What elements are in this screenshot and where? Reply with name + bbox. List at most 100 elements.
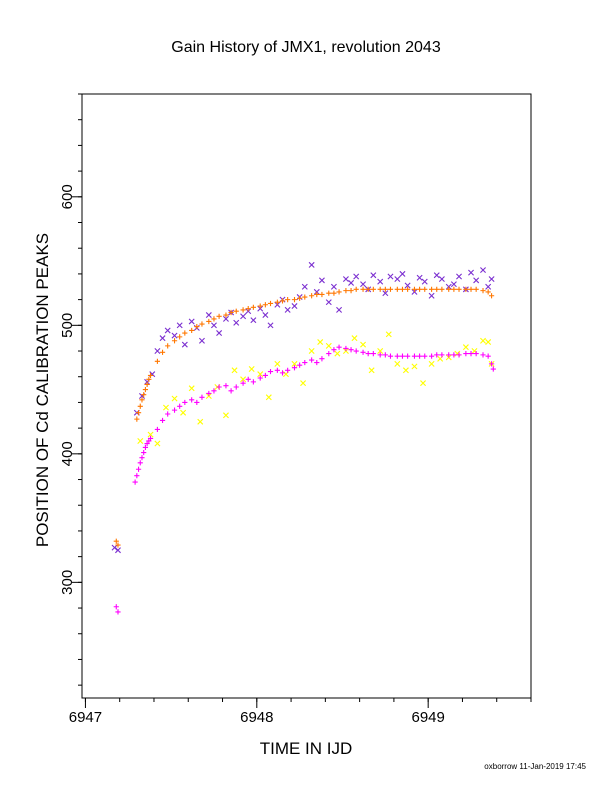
data-point — [113, 538, 119, 544]
data-point — [370, 286, 376, 292]
data-point — [485, 353, 491, 359]
data-point — [113, 604, 119, 610]
data-point — [240, 313, 247, 320]
data-point — [176, 322, 183, 329]
data-point — [231, 367, 238, 374]
data-point — [115, 542, 121, 548]
data-point — [171, 332, 178, 339]
data-point — [405, 353, 411, 359]
data-point — [267, 300, 274, 307]
data-point — [490, 366, 496, 372]
data-point — [468, 269, 475, 276]
data-point — [365, 350, 371, 357]
data-point — [147, 372, 154, 379]
data-point — [342, 276, 349, 283]
data-point — [154, 358, 161, 364]
data-point — [159, 349, 166, 355]
data-point — [159, 335, 166, 342]
data-point — [297, 295, 303, 301]
data-point — [233, 384, 239, 390]
data-point — [182, 330, 188, 336]
data-point — [468, 350, 474, 357]
axis-ticks — [72, 93, 532, 708]
data-point — [360, 281, 367, 288]
data-point — [285, 367, 291, 373]
data-point — [222, 412, 229, 419]
data-point — [377, 352, 383, 358]
data-point — [377, 278, 384, 285]
data-point — [394, 286, 400, 292]
data-point — [370, 350, 376, 357]
data-point — [488, 293, 495, 299]
data-point — [416, 274, 423, 281]
data-point — [348, 347, 354, 353]
data-point — [399, 270, 406, 277]
data-point — [134, 416, 140, 422]
data-point — [411, 286, 418, 292]
data-point — [385, 331, 392, 338]
data-point — [438, 276, 445, 283]
data-point — [171, 338, 178, 344]
data-point — [257, 375, 263, 381]
data-point — [336, 289, 342, 295]
x-tick-label: 6948 — [240, 709, 273, 726]
data-point — [353, 273, 360, 280]
data-point — [429, 286, 435, 292]
data-point — [115, 609, 121, 615]
data-point — [111, 544, 118, 551]
data-point — [480, 352, 486, 358]
data-point — [468, 286, 474, 292]
data-point — [456, 352, 462, 358]
data-point — [233, 308, 239, 314]
data-point — [274, 299, 280, 305]
data-point — [171, 407, 178, 413]
data-point — [325, 299, 332, 306]
data-point — [210, 322, 217, 329]
y-tick-label: 300 — [59, 570, 76, 595]
data-point — [291, 360, 298, 367]
chart-title: Gain History of JMX1, revolution 2043 — [171, 39, 441, 56]
data-point — [314, 291, 320, 298]
data-point — [147, 431, 154, 438]
data-point — [394, 276, 401, 283]
data-point — [377, 286, 383, 292]
data-point — [240, 307, 246, 313]
data-point — [257, 303, 263, 309]
data-point — [417, 353, 423, 359]
data-point — [284, 306, 291, 313]
data-point — [360, 349, 366, 355]
data-marks — [111, 261, 496, 615]
data-point — [399, 353, 406, 359]
data-point — [194, 399, 200, 406]
data-point — [279, 370, 286, 376]
data-point — [326, 350, 332, 357]
data-point — [245, 376, 251, 382]
data-point — [285, 297, 291, 303]
data-point — [135, 410, 142, 416]
data-point — [330, 283, 337, 290]
data-point — [404, 282, 411, 289]
series-1 — [137, 331, 495, 447]
data-point — [274, 367, 280, 373]
axis-tick-labels: 6947 6948 6949 300 400 500 600 — [59, 184, 445, 726]
data-point — [308, 348, 315, 355]
data-point — [142, 444, 149, 451]
data-point — [309, 293, 315, 299]
data-point — [216, 330, 223, 337]
data-point — [394, 353, 400, 359]
data-point — [348, 279, 355, 286]
data-point — [368, 367, 375, 374]
data-point — [222, 315, 229, 322]
data-point — [141, 449, 147, 456]
data-point — [488, 361, 495, 367]
data-point — [326, 290, 332, 296]
data-point — [463, 286, 469, 292]
data-point — [216, 313, 222, 319]
data-point — [223, 312, 229, 318]
data-point — [211, 316, 217, 322]
data-point — [146, 376, 152, 382]
data-point — [267, 368, 274, 375]
data-point — [144, 381, 150, 388]
data-point — [159, 417, 166, 424]
data-point — [331, 347, 337, 353]
